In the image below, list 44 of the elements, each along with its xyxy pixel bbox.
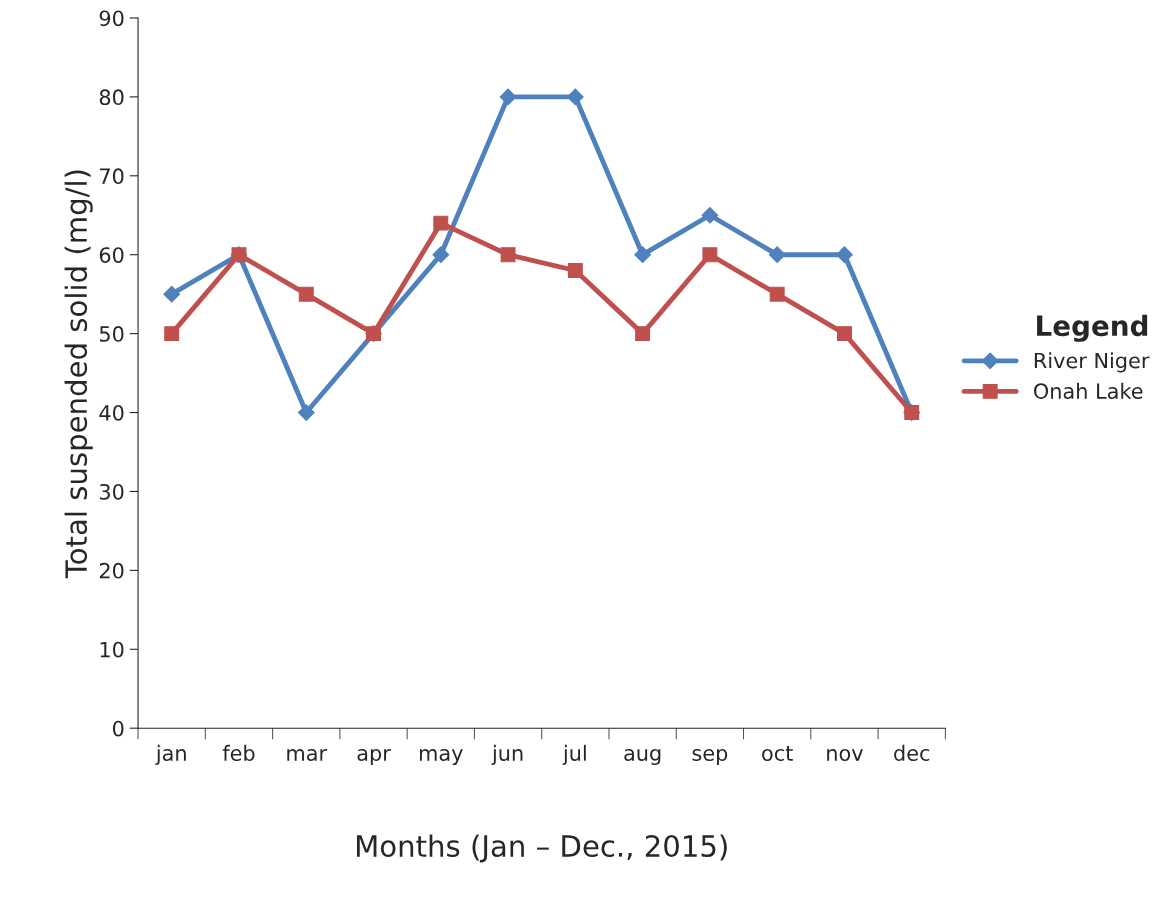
point — [164, 326, 180, 342]
x-tick-label: jul — [562, 744, 586, 766]
x-tick-label: sep — [692, 749, 728, 766]
x-tick-label: feb — [222, 744, 255, 761]
x-tick-label: oct — [762, 746, 793, 761]
point — [701, 206, 719, 224]
y-tick-label: 0 — [112, 720, 124, 737]
point — [298, 286, 314, 302]
point — [297, 404, 315, 421]
point — [567, 263, 583, 278]
x-tick-label: jun — [491, 744, 523, 766]
legend-label: Onah Lake — [1034, 382, 1143, 399]
x-axis-title: Months (Jan – Dec., 2015) — [356, 834, 727, 863]
y-tick-label: 90 — [99, 10, 124, 27]
x-tick-label: nov — [827, 749, 863, 761]
x-tick-label: dec — [894, 744, 930, 761]
y-tick-label: 10 — [100, 641, 124, 658]
point — [768, 246, 786, 264]
point — [634, 246, 651, 264]
x-tick-label: may — [419, 749, 463, 766]
x-tick-label: mar — [287, 749, 328, 761]
x-tick-label: jan — [155, 744, 186, 766]
y-tick-label: 60 — [99, 247, 124, 263]
x-tick-label: aug — [624, 749, 661, 766]
point — [836, 246, 853, 264]
y-axis-title: Total suspended solid (mg/l) — [64, 170, 93, 579]
point — [635, 326, 651, 342]
point — [432, 246, 450, 264]
legend-title: Legend — [1037, 314, 1148, 342]
legend-label: River Niger — [1034, 352, 1150, 373]
y-tick-label: 40 — [99, 404, 124, 421]
point — [500, 247, 516, 263]
point — [163, 285, 181, 303]
point — [769, 286, 785, 302]
point — [836, 326, 852, 342]
y-tick-label: 80 — [99, 89, 124, 106]
point — [702, 247, 718, 263]
x-tick-label: apr — [357, 749, 391, 766]
point — [433, 215, 449, 231]
y-tick-label: 30 — [99, 483, 124, 500]
y-tick-label: 20 — [99, 562, 124, 579]
y-tick-label: 70 — [100, 168, 124, 185]
point — [499, 88, 517, 106]
y-tick-label: 50 — [99, 326, 124, 342]
